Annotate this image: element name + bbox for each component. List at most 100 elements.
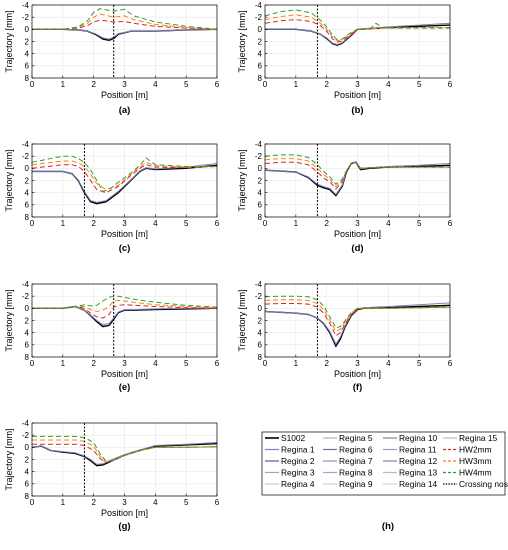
x-tick-label: 1 bbox=[294, 80, 299, 89]
series-line bbox=[31, 442, 218, 465]
y-tick-label: -4 bbox=[255, 140, 263, 149]
y-tick-label: -4 bbox=[22, 1, 30, 10]
series-line bbox=[31, 164, 218, 194]
x-tick-label: 4 bbox=[153, 498, 158, 507]
y-tick-label: 8 bbox=[25, 213, 30, 222]
x-tick-label: 5 bbox=[184, 359, 189, 368]
series-line bbox=[32, 299, 218, 312]
y-tick-label: 0 bbox=[258, 25, 263, 34]
x-tick-label: 6 bbox=[215, 359, 220, 368]
y-tick-label: 0 bbox=[25, 304, 30, 313]
y-tick-label: 4 bbox=[25, 188, 30, 197]
x-tick-label: 4 bbox=[153, 359, 158, 368]
chart-panel: 0 1 2 3 4 5 6 -4 -2 0 2 4 6 8 Position [m] Trajectory [… bbox=[237, 1, 453, 116]
y-tick-label: 0 bbox=[258, 304, 263, 313]
y-tick-label: -2 bbox=[255, 292, 263, 301]
y-tick-label: 0 bbox=[25, 443, 30, 452]
series-line bbox=[32, 28, 218, 40]
y-tick-label: 0 bbox=[25, 25, 30, 34]
legend-entry-label: Crossing nose bbox=[459, 479, 508, 489]
x-axis-label: Position [m] bbox=[101, 229, 148, 239]
y-tick-label: 4 bbox=[258, 328, 263, 337]
y-tick-label: 8 bbox=[258, 353, 263, 362]
panel-label: (g) bbox=[118, 521, 130, 532]
x-tick-label: 1 bbox=[294, 359, 299, 368]
x-axis-label: Position [m] bbox=[334, 369, 381, 379]
y-tick-label: -4 bbox=[22, 140, 30, 149]
x-tick-label: 2 bbox=[91, 359, 96, 368]
x-tick-label: 2 bbox=[324, 219, 329, 228]
legend-entry-label: Regina 9 bbox=[339, 479, 373, 489]
legend-entry-label: HW2mm bbox=[459, 445, 492, 455]
x-tick-label: 0 bbox=[263, 359, 268, 368]
legend-entry-label: Regina 14 bbox=[399, 479, 438, 489]
legend-entry-label: Regina 11 bbox=[399, 445, 437, 455]
y-axis-label: Trajectory [mm] bbox=[4, 10, 14, 72]
x-tick-label: 3 bbox=[122, 80, 127, 89]
y-tick-label: -2 bbox=[255, 152, 263, 161]
y-tick-label: 2 bbox=[25, 176, 30, 185]
x-tick-label: 0 bbox=[30, 219, 35, 228]
x-tick-label: 1 bbox=[294, 219, 299, 228]
y-tick-label: 6 bbox=[25, 480, 30, 489]
y-tick-label: 4 bbox=[25, 328, 30, 337]
chart-panel: 0 1 2 3 4 5 6 -4 -2 0 2 4 6 8 Position [m] Trajectory [… bbox=[4, 419, 220, 532]
legend-entry-label: Regina 12 bbox=[399, 456, 438, 466]
series-line bbox=[32, 435, 218, 462]
y-tick-label: 4 bbox=[25, 49, 30, 58]
series-line bbox=[32, 8, 218, 30]
y-tick-label: 6 bbox=[25, 201, 30, 210]
x-tick-label: 4 bbox=[153, 219, 158, 228]
legend-entry-label: Regina 2 bbox=[281, 456, 315, 466]
legend-entry-label: Regina 5 bbox=[339, 433, 373, 443]
x-tick-label: 5 bbox=[184, 498, 189, 507]
y-tick-label: 2 bbox=[25, 455, 30, 464]
legend-entry-label: Regina 7 bbox=[339, 456, 373, 466]
chart-panel: 0 1 2 3 4 5 6 -4 -2 0 2 4 6 8 Position [m] Trajectory [… bbox=[237, 140, 453, 254]
y-tick-label: 2 bbox=[258, 176, 263, 185]
y-axis-label: Trajectory [mm] bbox=[237, 289, 247, 351]
x-axis-label: Position [m] bbox=[101, 508, 148, 518]
x-axis-label: Position [m] bbox=[101, 369, 148, 379]
x-tick-label: 6 bbox=[215, 498, 220, 507]
y-tick-label: -4 bbox=[22, 419, 30, 428]
legend-entry-label: HW3mm bbox=[459, 456, 492, 466]
chart-panel: 0 1 2 3 4 5 6 -4 -2 0 2 4 6 8 Position [m] Trajectory [… bbox=[237, 280, 453, 393]
series-line bbox=[32, 305, 217, 326]
x-tick-label: 3 bbox=[355, 359, 360, 368]
panel-label: (f) bbox=[353, 382, 363, 393]
x-tick-label: 6 bbox=[215, 219, 220, 228]
y-axis-label: Trajectory [mm] bbox=[237, 10, 247, 72]
x-tick-label: 3 bbox=[355, 80, 360, 89]
x-tick-label: 4 bbox=[386, 219, 391, 228]
x-tick-label: 4 bbox=[386, 359, 391, 368]
y-tick-label: 2 bbox=[25, 316, 30, 325]
x-tick-label: 3 bbox=[355, 219, 360, 228]
legend-entry-label: Regina 6 bbox=[339, 445, 373, 455]
panel-label: (h) bbox=[382, 521, 394, 532]
y-tick-label: -4 bbox=[22, 280, 30, 289]
series-line bbox=[32, 19, 218, 30]
x-tick-label: 0 bbox=[263, 219, 268, 228]
series-line bbox=[264, 299, 451, 333]
y-tick-label: -4 bbox=[255, 1, 263, 10]
y-tick-label: 4 bbox=[258, 49, 263, 58]
y-tick-label: 6 bbox=[258, 62, 263, 71]
y-tick-label: 8 bbox=[258, 213, 263, 222]
x-tick-label: 3 bbox=[122, 219, 127, 228]
x-axis-label: Position [m] bbox=[334, 90, 381, 100]
y-tick-label: 8 bbox=[25, 492, 30, 501]
x-tick-label: 5 bbox=[184, 219, 189, 228]
y-tick-label: -2 bbox=[22, 431, 30, 440]
x-tick-label: 1 bbox=[61, 80, 66, 89]
y-tick-label: -4 bbox=[255, 280, 263, 289]
y-tick-label: 4 bbox=[25, 467, 30, 476]
x-tick-label: 6 bbox=[215, 80, 220, 89]
x-tick-label: 0 bbox=[30, 359, 35, 368]
x-tick-label: 2 bbox=[91, 219, 96, 228]
y-tick-label: 6 bbox=[258, 341, 263, 350]
y-tick-label: 6 bbox=[25, 341, 30, 350]
x-tick-label: 3 bbox=[122, 359, 127, 368]
chart-panel: 0 1 2 3 4 5 6 -4 -2 0 2 4 6 8 Position [m] Trajectory [… bbox=[4, 280, 220, 393]
